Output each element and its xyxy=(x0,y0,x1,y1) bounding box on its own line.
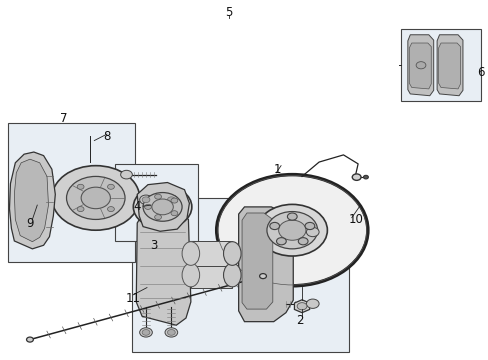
Text: 8: 8 xyxy=(103,130,110,144)
Ellipse shape xyxy=(363,175,367,179)
Text: 9: 9 xyxy=(26,216,34,230)
Ellipse shape xyxy=(306,299,319,309)
Ellipse shape xyxy=(287,213,297,220)
Ellipse shape xyxy=(298,238,307,245)
Ellipse shape xyxy=(107,184,114,189)
Text: 7: 7 xyxy=(60,112,68,125)
Bar xyxy=(132,198,348,352)
Ellipse shape xyxy=(182,242,199,265)
Bar xyxy=(115,164,198,241)
Polygon shape xyxy=(136,209,190,325)
Polygon shape xyxy=(9,152,55,249)
Polygon shape xyxy=(238,207,293,321)
Text: 1: 1 xyxy=(273,163,280,176)
Text: 3: 3 xyxy=(150,239,158,252)
Ellipse shape xyxy=(269,222,279,230)
Text: 4: 4 xyxy=(133,201,141,213)
Ellipse shape xyxy=(305,222,314,230)
Ellipse shape xyxy=(140,328,152,337)
Ellipse shape xyxy=(66,176,125,220)
Polygon shape xyxy=(14,159,48,242)
Text: 5: 5 xyxy=(225,6,232,19)
Polygon shape xyxy=(137,183,189,231)
Ellipse shape xyxy=(133,185,191,228)
Ellipse shape xyxy=(142,197,150,203)
Polygon shape xyxy=(294,300,309,313)
Bar xyxy=(8,123,135,262)
Ellipse shape xyxy=(107,207,114,212)
Ellipse shape xyxy=(351,174,360,180)
Ellipse shape xyxy=(144,204,151,210)
Ellipse shape xyxy=(415,62,425,69)
Text: 11: 11 xyxy=(125,292,141,305)
Text: 2: 2 xyxy=(296,314,303,327)
Ellipse shape xyxy=(182,263,199,287)
Ellipse shape xyxy=(77,184,84,189)
Ellipse shape xyxy=(266,212,317,249)
Polygon shape xyxy=(407,35,433,96)
Text: 10: 10 xyxy=(347,213,363,226)
Polygon shape xyxy=(242,213,272,309)
Ellipse shape xyxy=(152,199,173,215)
Ellipse shape xyxy=(77,207,84,212)
Ellipse shape xyxy=(223,263,241,287)
Ellipse shape xyxy=(154,194,161,199)
Ellipse shape xyxy=(223,242,241,265)
Ellipse shape xyxy=(259,274,266,279)
Ellipse shape xyxy=(164,328,177,337)
Ellipse shape xyxy=(154,215,161,220)
Ellipse shape xyxy=(171,211,178,216)
Ellipse shape xyxy=(167,197,175,203)
Ellipse shape xyxy=(216,175,367,286)
Polygon shape xyxy=(436,35,462,96)
Ellipse shape xyxy=(297,303,306,310)
Ellipse shape xyxy=(278,220,305,240)
Bar xyxy=(400,30,480,101)
Polygon shape xyxy=(438,43,460,89)
Ellipse shape xyxy=(52,166,140,230)
Ellipse shape xyxy=(121,170,132,179)
Ellipse shape xyxy=(306,227,319,237)
Bar xyxy=(190,241,232,266)
Text: 6: 6 xyxy=(476,66,484,79)
Ellipse shape xyxy=(143,193,182,221)
Bar xyxy=(190,262,232,288)
Ellipse shape xyxy=(167,329,175,335)
Polygon shape xyxy=(408,43,430,89)
Ellipse shape xyxy=(276,238,285,245)
Ellipse shape xyxy=(257,204,327,256)
Ellipse shape xyxy=(164,195,177,204)
Ellipse shape xyxy=(140,195,152,204)
Ellipse shape xyxy=(142,329,150,335)
Ellipse shape xyxy=(26,337,33,342)
Ellipse shape xyxy=(81,187,110,209)
Ellipse shape xyxy=(171,198,178,203)
